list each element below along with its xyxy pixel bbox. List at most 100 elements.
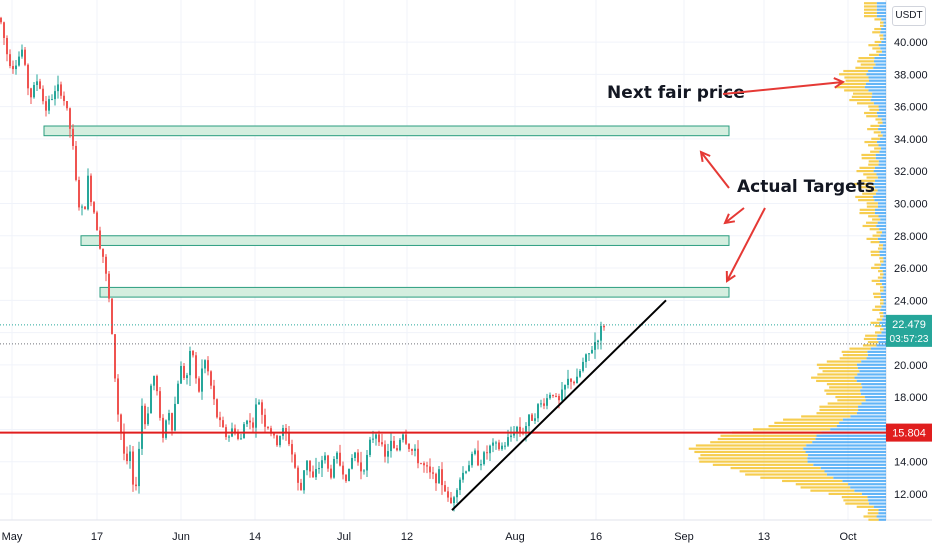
volume-bar-up xyxy=(878,144,886,147)
volume-bar-up xyxy=(883,244,886,247)
candle-body xyxy=(315,469,317,478)
candle-body xyxy=(369,439,371,455)
volume-bar-down xyxy=(717,437,816,441)
arrow-next-fair-price-head xyxy=(833,77,846,89)
volume-bar-down xyxy=(879,34,884,37)
volume-bar-down xyxy=(849,347,871,350)
volume-bar-up xyxy=(883,286,886,289)
volume-bar-up xyxy=(878,508,886,512)
volume-bar-up xyxy=(868,89,886,92)
candle-body xyxy=(123,432,125,454)
candle-body xyxy=(279,435,281,446)
volume-bar-up xyxy=(880,47,886,50)
volume-bar-down xyxy=(867,508,879,512)
volume-bar-up xyxy=(842,479,886,483)
volume-bar-up xyxy=(830,428,886,431)
volume-bar-down xyxy=(878,270,883,273)
volume-bar-up xyxy=(866,357,886,360)
volume-bar-down xyxy=(874,305,882,308)
volume-bar-down xyxy=(752,428,831,431)
candle-body xyxy=(477,450,479,466)
candle-body xyxy=(15,65,17,70)
volume-bar-down xyxy=(863,515,877,518)
currency-selector[interactable]: USDT xyxy=(892,6,926,26)
volume-bar-down xyxy=(844,76,869,79)
candle-body xyxy=(81,206,83,208)
candle-body xyxy=(270,428,272,434)
candle-body xyxy=(468,465,470,472)
volume-bar-down xyxy=(875,282,882,286)
volume-bar-up xyxy=(882,276,886,279)
volume-bar-up xyxy=(882,247,886,250)
candle-body xyxy=(492,442,494,446)
candle-body xyxy=(99,230,101,249)
arrow-target-2 xyxy=(724,207,745,224)
volume-bar-down xyxy=(868,163,879,166)
volume-bar-down xyxy=(866,202,878,205)
volume-bar-down xyxy=(857,102,874,105)
y-tick-label: 24.000 xyxy=(894,295,928,307)
candle-body xyxy=(459,479,461,491)
volume-bar-down xyxy=(874,27,882,31)
volume-bar-down xyxy=(880,286,884,289)
volume-bar-up xyxy=(878,53,886,56)
volume-bar-down xyxy=(837,399,866,402)
volume-bar-up xyxy=(850,415,886,418)
volume-bar-up xyxy=(879,137,886,140)
volume-bar-up xyxy=(805,450,886,454)
candle-body xyxy=(318,468,320,470)
volume-bar-down xyxy=(880,24,884,27)
volume-bar-down xyxy=(874,324,882,328)
volume-bar-down xyxy=(868,44,879,47)
volume-bar-up xyxy=(839,421,886,424)
candle-body xyxy=(414,448,416,451)
candle-body xyxy=(588,353,590,355)
candle-body xyxy=(33,85,35,98)
volume-bar-down xyxy=(867,341,879,344)
volume-bar-up xyxy=(866,73,886,76)
volume-bar-up xyxy=(876,173,886,176)
volume-bar-up xyxy=(881,305,886,308)
candle-body xyxy=(141,405,143,449)
volume-bar-down xyxy=(868,105,879,108)
candle-body xyxy=(60,84,62,96)
candle-body xyxy=(498,442,500,450)
price-lines xyxy=(0,299,886,511)
candle-body xyxy=(36,81,38,86)
volume-bar-up xyxy=(812,441,886,444)
candle-body xyxy=(57,84,59,92)
candle-body xyxy=(306,460,308,471)
volume-bar-up xyxy=(868,499,886,502)
candle-body xyxy=(54,91,56,100)
volume-bar-down xyxy=(880,260,884,263)
candle-body xyxy=(297,467,299,483)
target-zones xyxy=(43,125,730,298)
volume-bar-up xyxy=(873,60,886,63)
candle-body xyxy=(105,256,107,274)
volume-bar-down xyxy=(841,350,868,353)
volume-bar-down xyxy=(842,353,868,357)
volume-bar-up xyxy=(879,250,886,253)
volume-bar-down xyxy=(845,79,870,82)
current-price-badge xyxy=(886,314,932,347)
candle-body xyxy=(120,414,122,433)
volume-bar-up xyxy=(881,331,886,334)
x-tick-label: Aug xyxy=(505,531,525,543)
volume-bar-down xyxy=(745,473,827,476)
candle-body xyxy=(381,442,383,445)
x-tick-label: Jun xyxy=(172,531,190,543)
volume-bar-down xyxy=(835,395,865,399)
volume-bar-up xyxy=(868,69,886,73)
volume-bar-down xyxy=(874,147,882,150)
volume-bar-up xyxy=(880,31,886,34)
support-price-value: 15.804 xyxy=(892,428,926,440)
volume-bar-up xyxy=(880,292,886,295)
volume-bar-up xyxy=(878,215,886,218)
target-zone xyxy=(43,125,730,137)
volume-bar-down xyxy=(873,131,881,134)
volume-bar-up xyxy=(882,121,886,124)
volume-bar-down xyxy=(872,308,881,312)
volume-bar-up xyxy=(878,512,886,515)
volume-bar-up xyxy=(807,460,886,463)
